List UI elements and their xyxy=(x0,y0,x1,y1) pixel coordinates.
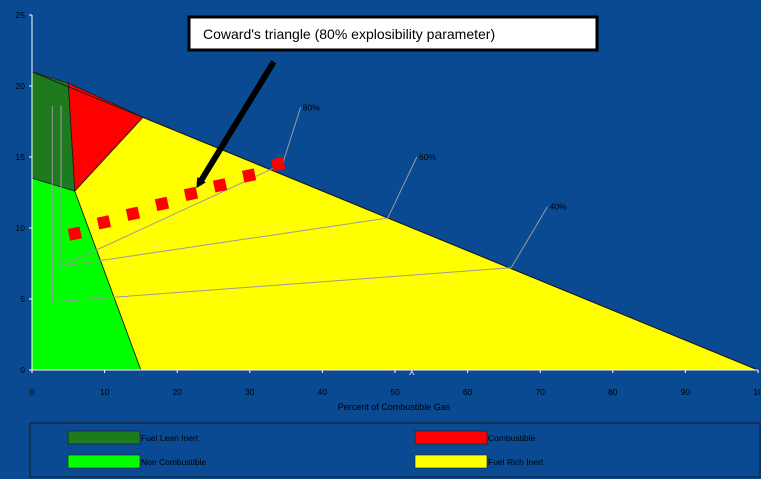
curve-80-leader xyxy=(281,107,302,165)
boundary-line xyxy=(31,71,759,371)
x-tick-label: 30 xyxy=(245,387,255,397)
legend-box xyxy=(29,422,761,478)
curve-60-label: 60% xyxy=(419,152,436,162)
curve-40-label: 40% xyxy=(550,202,567,212)
x-tick-label: 60 xyxy=(463,387,473,397)
curve-40-leader xyxy=(510,206,548,269)
coward-triangle-point xyxy=(270,156,286,172)
legend-swatch-combustible xyxy=(414,430,488,445)
markers-layer: x xyxy=(67,156,415,378)
callout-arrow xyxy=(196,60,277,189)
callout-text: Coward's triangle (80% explosibility par… xyxy=(203,26,495,42)
legend-label-combustible: Combustible xyxy=(488,433,536,443)
x-tick-label: 90 xyxy=(681,387,691,397)
y-tick-label: 5 xyxy=(20,294,25,304)
coward-triangle-point xyxy=(241,168,257,183)
curves-layer: 80% 60% 40% xyxy=(51,102,567,303)
curve-80-label: 80% xyxy=(303,102,320,112)
axes-layer: 0 5 10 15 20 25 0 10 20 30 40 50 60 70 80 90 10 xyxy=(16,10,761,397)
x-tick-label: 20 xyxy=(172,387,182,397)
y-tick-label: 0 xyxy=(20,365,25,375)
x-tick-label: 10 xyxy=(753,387,761,397)
coward-triangle-point xyxy=(183,186,199,202)
legend-label-non-combustible: Non Combustible xyxy=(141,457,206,467)
curve-60-leader xyxy=(387,156,418,219)
y-tick-label: 20 xyxy=(16,81,26,91)
legend-label-fuel-rich-inert: Fuel Rich Inert xyxy=(488,457,544,467)
y-tick-label: 15 xyxy=(16,152,26,162)
curve-40-line xyxy=(51,105,512,303)
coward-triangle-point xyxy=(67,226,82,241)
x-marker: x xyxy=(409,364,415,378)
legend: Fuel Lean Inert Combustible Non Combustibl… xyxy=(29,422,761,478)
coward-triangle-point xyxy=(96,215,111,230)
x-tick-label: 10 xyxy=(100,387,110,397)
x-tick-label: 0 xyxy=(30,387,35,397)
legend-swatch-fuel-lean-inert xyxy=(67,430,141,445)
x-tick-label: 40 xyxy=(318,387,328,397)
curve-60-line xyxy=(60,105,388,267)
coward-triangle-point xyxy=(154,196,170,211)
callout-box xyxy=(187,15,599,52)
x-axis-title: Percent of Combustible Gas xyxy=(338,402,451,412)
legend-swatch-fuel-rich-inert xyxy=(414,454,488,469)
x-tick-label: 50 xyxy=(390,387,400,397)
coward-triangle-point xyxy=(125,206,141,221)
x-tick-label: 80 xyxy=(608,387,618,397)
annotation-layer: Coward's triangle (80% explosibility par… xyxy=(187,15,599,189)
legend-label-fuel-lean-inert: Fuel Lean Inert xyxy=(141,433,199,443)
x-tick-label: 70 xyxy=(535,387,545,397)
y-tick-label: 25 xyxy=(16,10,26,20)
legend-swatch-non-combustible xyxy=(67,454,141,469)
y-tick-label: 10 xyxy=(16,223,26,233)
coward-triangle-point xyxy=(212,178,228,193)
